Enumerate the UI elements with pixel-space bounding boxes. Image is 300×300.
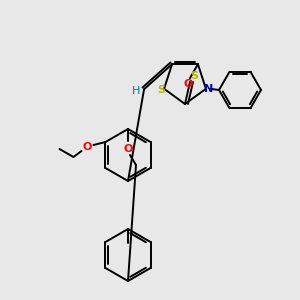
Text: O: O: [83, 142, 92, 152]
Text: N: N: [204, 84, 214, 94]
Text: O: O: [123, 144, 133, 154]
Text: O: O: [183, 79, 193, 89]
Text: S: S: [190, 71, 198, 81]
Text: S: S: [157, 85, 165, 95]
Text: H: H: [132, 86, 140, 96]
